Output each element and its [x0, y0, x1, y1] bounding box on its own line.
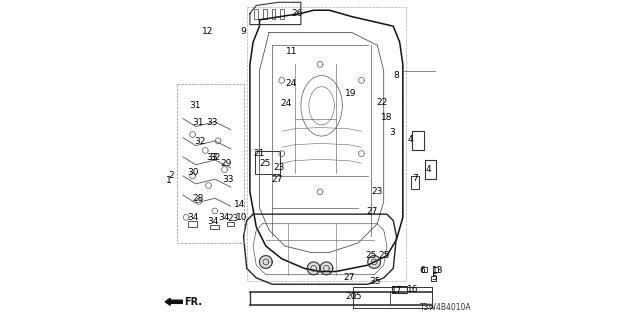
Text: 18: 18 — [381, 114, 392, 123]
Text: 26: 26 — [291, 9, 303, 18]
Text: 23: 23 — [273, 163, 285, 172]
Text: 35: 35 — [370, 277, 381, 286]
Text: 19: 19 — [345, 89, 356, 98]
Bar — [188, 221, 197, 227]
Text: FR.: FR. — [184, 297, 202, 307]
Text: 4: 4 — [408, 135, 413, 144]
Bar — [353, 287, 431, 308]
Text: 27: 27 — [271, 175, 283, 184]
Text: 13: 13 — [431, 266, 443, 276]
Text: 15: 15 — [351, 292, 362, 301]
Bar — [433, 268, 438, 272]
Text: 16: 16 — [407, 285, 419, 294]
Text: 22: 22 — [376, 98, 388, 107]
Text: 33: 33 — [206, 153, 218, 162]
Text: 25: 25 — [365, 251, 377, 260]
Text: 4: 4 — [426, 165, 431, 174]
Text: 34: 34 — [188, 213, 199, 222]
Text: 27: 27 — [343, 273, 355, 282]
Bar — [211, 225, 220, 229]
Bar — [422, 268, 427, 272]
Bar — [254, 9, 258, 19]
Text: 23: 23 — [371, 188, 383, 196]
Text: 32: 32 — [209, 153, 221, 162]
Text: 24: 24 — [280, 99, 291, 108]
Text: 31: 31 — [189, 101, 201, 110]
Text: 12: 12 — [202, 28, 214, 36]
Text: 8: 8 — [394, 71, 399, 80]
Text: T3W4B4010A: T3W4B4010A — [420, 303, 471, 312]
Text: 2: 2 — [168, 171, 173, 180]
Text: 34: 34 — [207, 217, 219, 226]
Bar — [431, 276, 436, 281]
Text: 34: 34 — [219, 213, 230, 222]
Text: 32: 32 — [194, 137, 205, 146]
Text: 6: 6 — [420, 266, 426, 276]
Text: 17: 17 — [390, 286, 402, 295]
Bar — [263, 9, 267, 19]
Text: 14: 14 — [234, 200, 245, 209]
Polygon shape — [320, 262, 333, 275]
Bar — [227, 222, 234, 226]
Text: 1: 1 — [166, 176, 172, 185]
Text: 9: 9 — [240, 28, 246, 36]
Polygon shape — [259, 256, 272, 268]
Polygon shape — [307, 262, 320, 275]
Text: 7: 7 — [413, 174, 419, 183]
Text: 21: 21 — [253, 149, 264, 158]
Text: 24: 24 — [285, 79, 296, 88]
Text: 23: 23 — [228, 214, 239, 223]
Text: 11: 11 — [286, 46, 298, 56]
FancyArrow shape — [165, 298, 182, 305]
Text: 30: 30 — [188, 168, 199, 177]
Text: 25: 25 — [259, 159, 270, 168]
Text: 10: 10 — [236, 213, 248, 222]
Text: 33: 33 — [206, 118, 218, 127]
Text: 29: 29 — [220, 159, 232, 168]
Text: 33: 33 — [222, 175, 234, 184]
Text: 31: 31 — [193, 118, 204, 127]
Text: 5: 5 — [431, 273, 436, 282]
Text: 25: 25 — [379, 251, 390, 260]
Bar — [392, 286, 407, 293]
Text: 28: 28 — [193, 194, 204, 204]
Text: 20: 20 — [345, 292, 356, 301]
Text: 27: 27 — [366, 207, 378, 216]
Polygon shape — [368, 256, 381, 268]
Bar — [271, 9, 275, 19]
Text: 3: 3 — [389, 128, 395, 137]
Bar — [255, 151, 280, 174]
Bar — [280, 9, 284, 19]
